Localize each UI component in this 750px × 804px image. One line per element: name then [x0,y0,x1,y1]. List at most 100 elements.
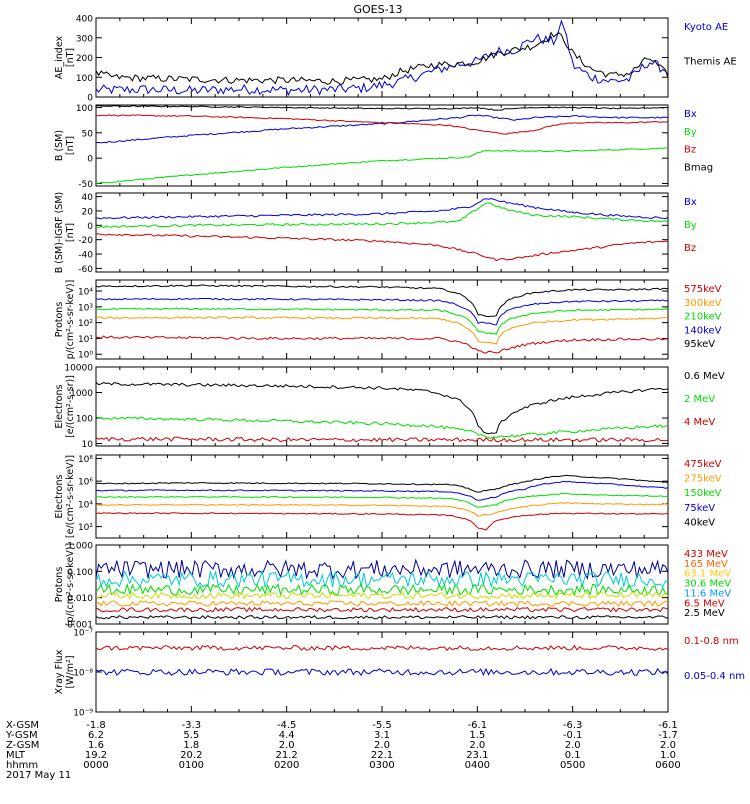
legend-475kev: 475keV [684,459,722,470]
ephemeris-value: 20.2 [180,750,202,761]
ephemeris-value: -4.5 [277,720,297,731]
y-axis-label: [e/(cm²-s-sr)] [65,375,76,438]
panel-electrons_high: 10 100 1000 10000 Electrons [e/(cm²-s-sr)] 0.6… [54,364,725,451]
legend-275kev: 275keV [684,474,722,485]
panel-xray: 10⁻⁹ 10⁻⁸ 10⁻⁷ Xray Flux [W/m²] 0.1-0.8 nm 0.0… [54,629,745,719]
ephemeris-row-label: Y-GSM [5,730,38,741]
ephemeris-value: 0300 [369,760,394,771]
y-tick-label: 0.100 [67,568,93,578]
legend-bz: Bz [684,145,696,156]
y-axis-label: Protons [54,567,65,603]
y-axis-label: [p/(cm²-s-sr-keV)] [65,543,76,626]
y-tick-label: 1.000 [67,542,93,552]
y-tick-label: -60 [78,265,93,275]
panel-protons_high: 0.001 0.010 0.100 1.000 Protons [p/(cm²-s-sr-… [54,542,731,631]
panel-frame [95,192,669,273]
y-tick-label: 200 [76,54,93,64]
ephemeris-row-label: Z-GSM [6,740,39,751]
y-tick-label: 10⁴ [78,288,93,298]
y-tick-label: 400 [76,15,93,25]
ephemeris-value: 0500 [560,760,585,771]
series-line-30-6-mev [95,591,669,600]
y-tick-label: 0 [87,222,93,232]
series-line-btot [95,105,669,111]
ephemeris-value: 22.1 [371,750,393,761]
y-tick-label: 10000 [64,364,93,374]
ephemeris-value: 0200 [274,760,299,771]
series-line-475kev [95,474,669,493]
ephemeris-value: 23.1 [466,750,488,761]
series-line-75kev [95,502,669,517]
series-line-0-6-mev [95,381,669,435]
series-line-bz [95,233,669,262]
ephemeris-value: 0000 [83,760,108,771]
legend-140kev: 140keV [684,325,722,336]
y-tick-label: 0.001 [67,621,93,631]
y-tick-label: 100 [76,104,93,114]
ephemeris-value: 1.0 [660,750,676,761]
ephemeris-value: 2.0 [279,740,295,751]
series-line-300kev [95,297,669,326]
y-tick-label: 10² [78,523,93,533]
legend-210kev: 210keV [684,312,722,323]
ephemeris-value: 2.0 [469,740,485,751]
ephemeris-value: 3.1 [374,730,390,741]
series-line-140kev [95,316,669,345]
chart-title: GOES-13 [353,3,402,16]
y-tick-label: 10⁰ [78,351,93,361]
y-tick-label: -40 [78,251,93,261]
legend-by: By [684,220,697,231]
series-line-4-mev [95,436,669,443]
ephemeris-value: -6.1 [468,720,488,731]
series-line-165-mev [95,569,669,589]
ephemeris-value: 1.6 [88,740,104,751]
ephemeris-row-label: X-GSM [6,720,39,731]
date-label: 2017 May 11 [6,770,71,781]
legend-bx: Bx [684,109,697,120]
ephemeris-value: -6.3 [563,720,583,731]
panel-ae: 0 100 200 300 400 AE_index [nT] Kyoto AE Themis … [54,15,737,104]
y-tick-label: 10² [78,319,93,329]
y-tick-label: 10⁻⁸ [73,669,93,679]
y-tick-label: 10⁴ [78,500,93,510]
series-line-bx [95,114,669,144]
y-tick-label: 0.010 [67,594,93,604]
legend-4-mev: 4 MeV [684,417,715,428]
legend-kyoto-ae: Kyoto AE [684,22,728,33]
y-tick-label: 40 [82,193,94,203]
y-axis-label: Electrons [54,384,65,428]
y-axis-label: Electrons [54,474,65,518]
y-tick-label: 300 [76,34,93,44]
y-tick-label: 10³ [78,303,93,313]
legend-0-05-0-4-nm: 0.05-0.4 nm [684,671,745,682]
legend-75kev: 75keV [684,503,715,514]
y-tick-label: 100 [76,415,93,425]
panel-bigrf: -60 -40 -20 0 20 40 B (SM)-IGRF (SM) [nT] Bx By Bz [54,192,697,275]
ephemeris-value: -5.5 [372,720,392,731]
ephemeris-value: -6.1 [658,720,678,731]
legend-themis-ae: Themis AE [683,57,737,68]
legend-63-1-mev: 63.1 MeV [684,569,731,580]
y-tick-label: 10 [82,440,94,450]
panel-protons_low: 10⁰ 10¹ 10² 10³ 10⁴ Protons p/(cm²-s-sr-keV)] 5… [54,279,722,361]
legend-40kev: 40keV [684,517,715,528]
ephemeris-value: 21.2 [276,750,298,761]
y-axis-label: [W/m²] [65,655,76,688]
y-axis-label: Protons [54,302,65,338]
legend-165-mev: 165 MeV [684,559,728,570]
series-line-150kev [95,492,669,508]
ephemeris-row-label: MLT [6,750,26,761]
series-line-0-05-0-4-nm [95,667,669,677]
y-axis-label: AE_index [54,36,65,80]
legend-0-1-0-8-nm: 0.1-0.8 nm [684,636,739,647]
ephemeris-value: 19.2 [85,750,107,761]
y-tick-label: -20 [78,236,93,246]
legend-150kev: 150keV [684,488,722,499]
panel-bsm: -50 0 50 100 B (SM) [nT] Bx By Bz Bmag [54,104,713,190]
ephemeris-value: -3.3 [182,720,202,731]
legend-575kev: 575keV [684,284,722,295]
ephemeris-value: 1.8 [183,740,199,751]
